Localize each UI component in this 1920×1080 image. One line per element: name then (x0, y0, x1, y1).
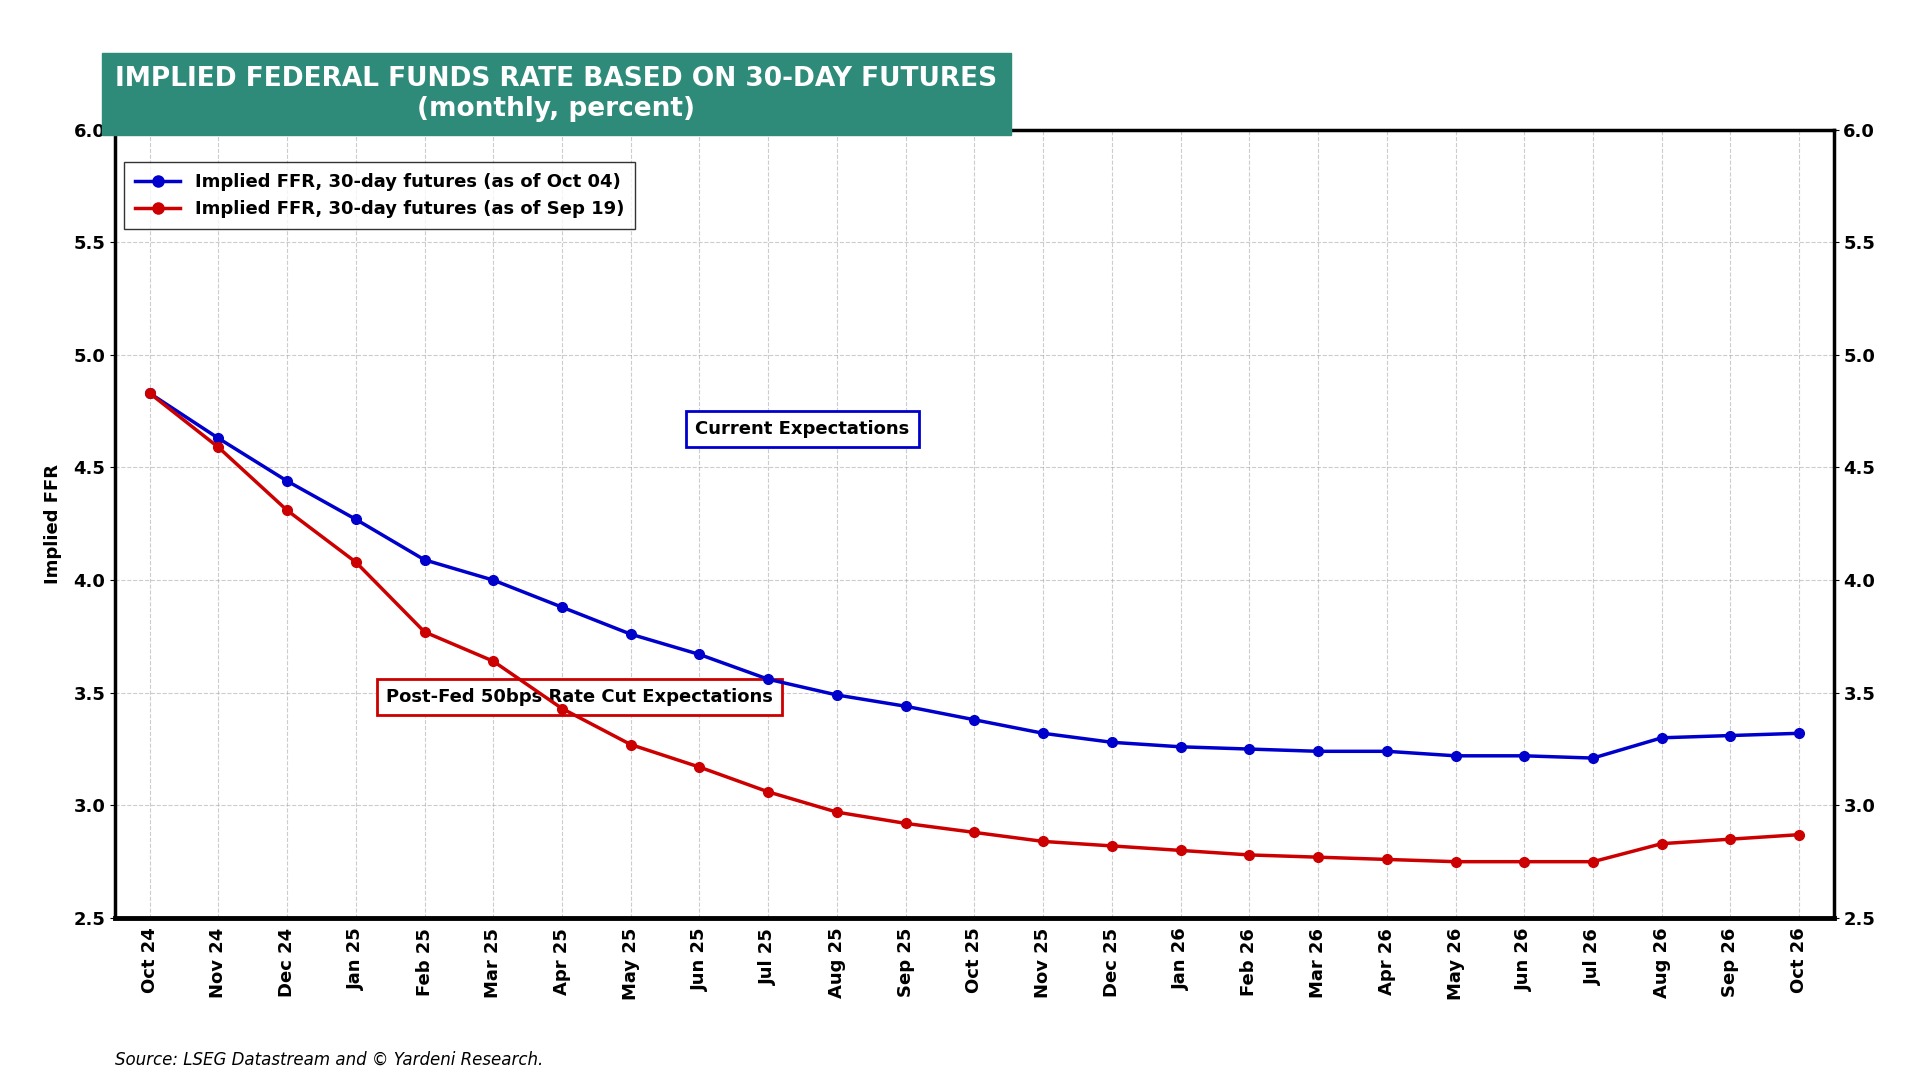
Text: IMPLIED FEDERAL FUNDS RATE BASED ON 30-DAY FUTURES
(monthly, percent): IMPLIED FEDERAL FUNDS RATE BASED ON 30-D… (115, 66, 996, 122)
Y-axis label: Implied FFR: Implied FFR (44, 463, 63, 584)
Text: Current Expectations: Current Expectations (695, 420, 910, 438)
Legend: Implied FFR, 30-day futures (as of Oct 04), Implied FFR, 30-day futures (as of S: Implied FFR, 30-day futures (as of Oct 0… (125, 162, 636, 229)
Text: Source: LSEG Datastream and © Yardeni Research.: Source: LSEG Datastream and © Yardeni Re… (115, 1051, 543, 1069)
Text: Post-Fed 50bps Rate Cut Expectations: Post-Fed 50bps Rate Cut Expectations (386, 688, 772, 706)
